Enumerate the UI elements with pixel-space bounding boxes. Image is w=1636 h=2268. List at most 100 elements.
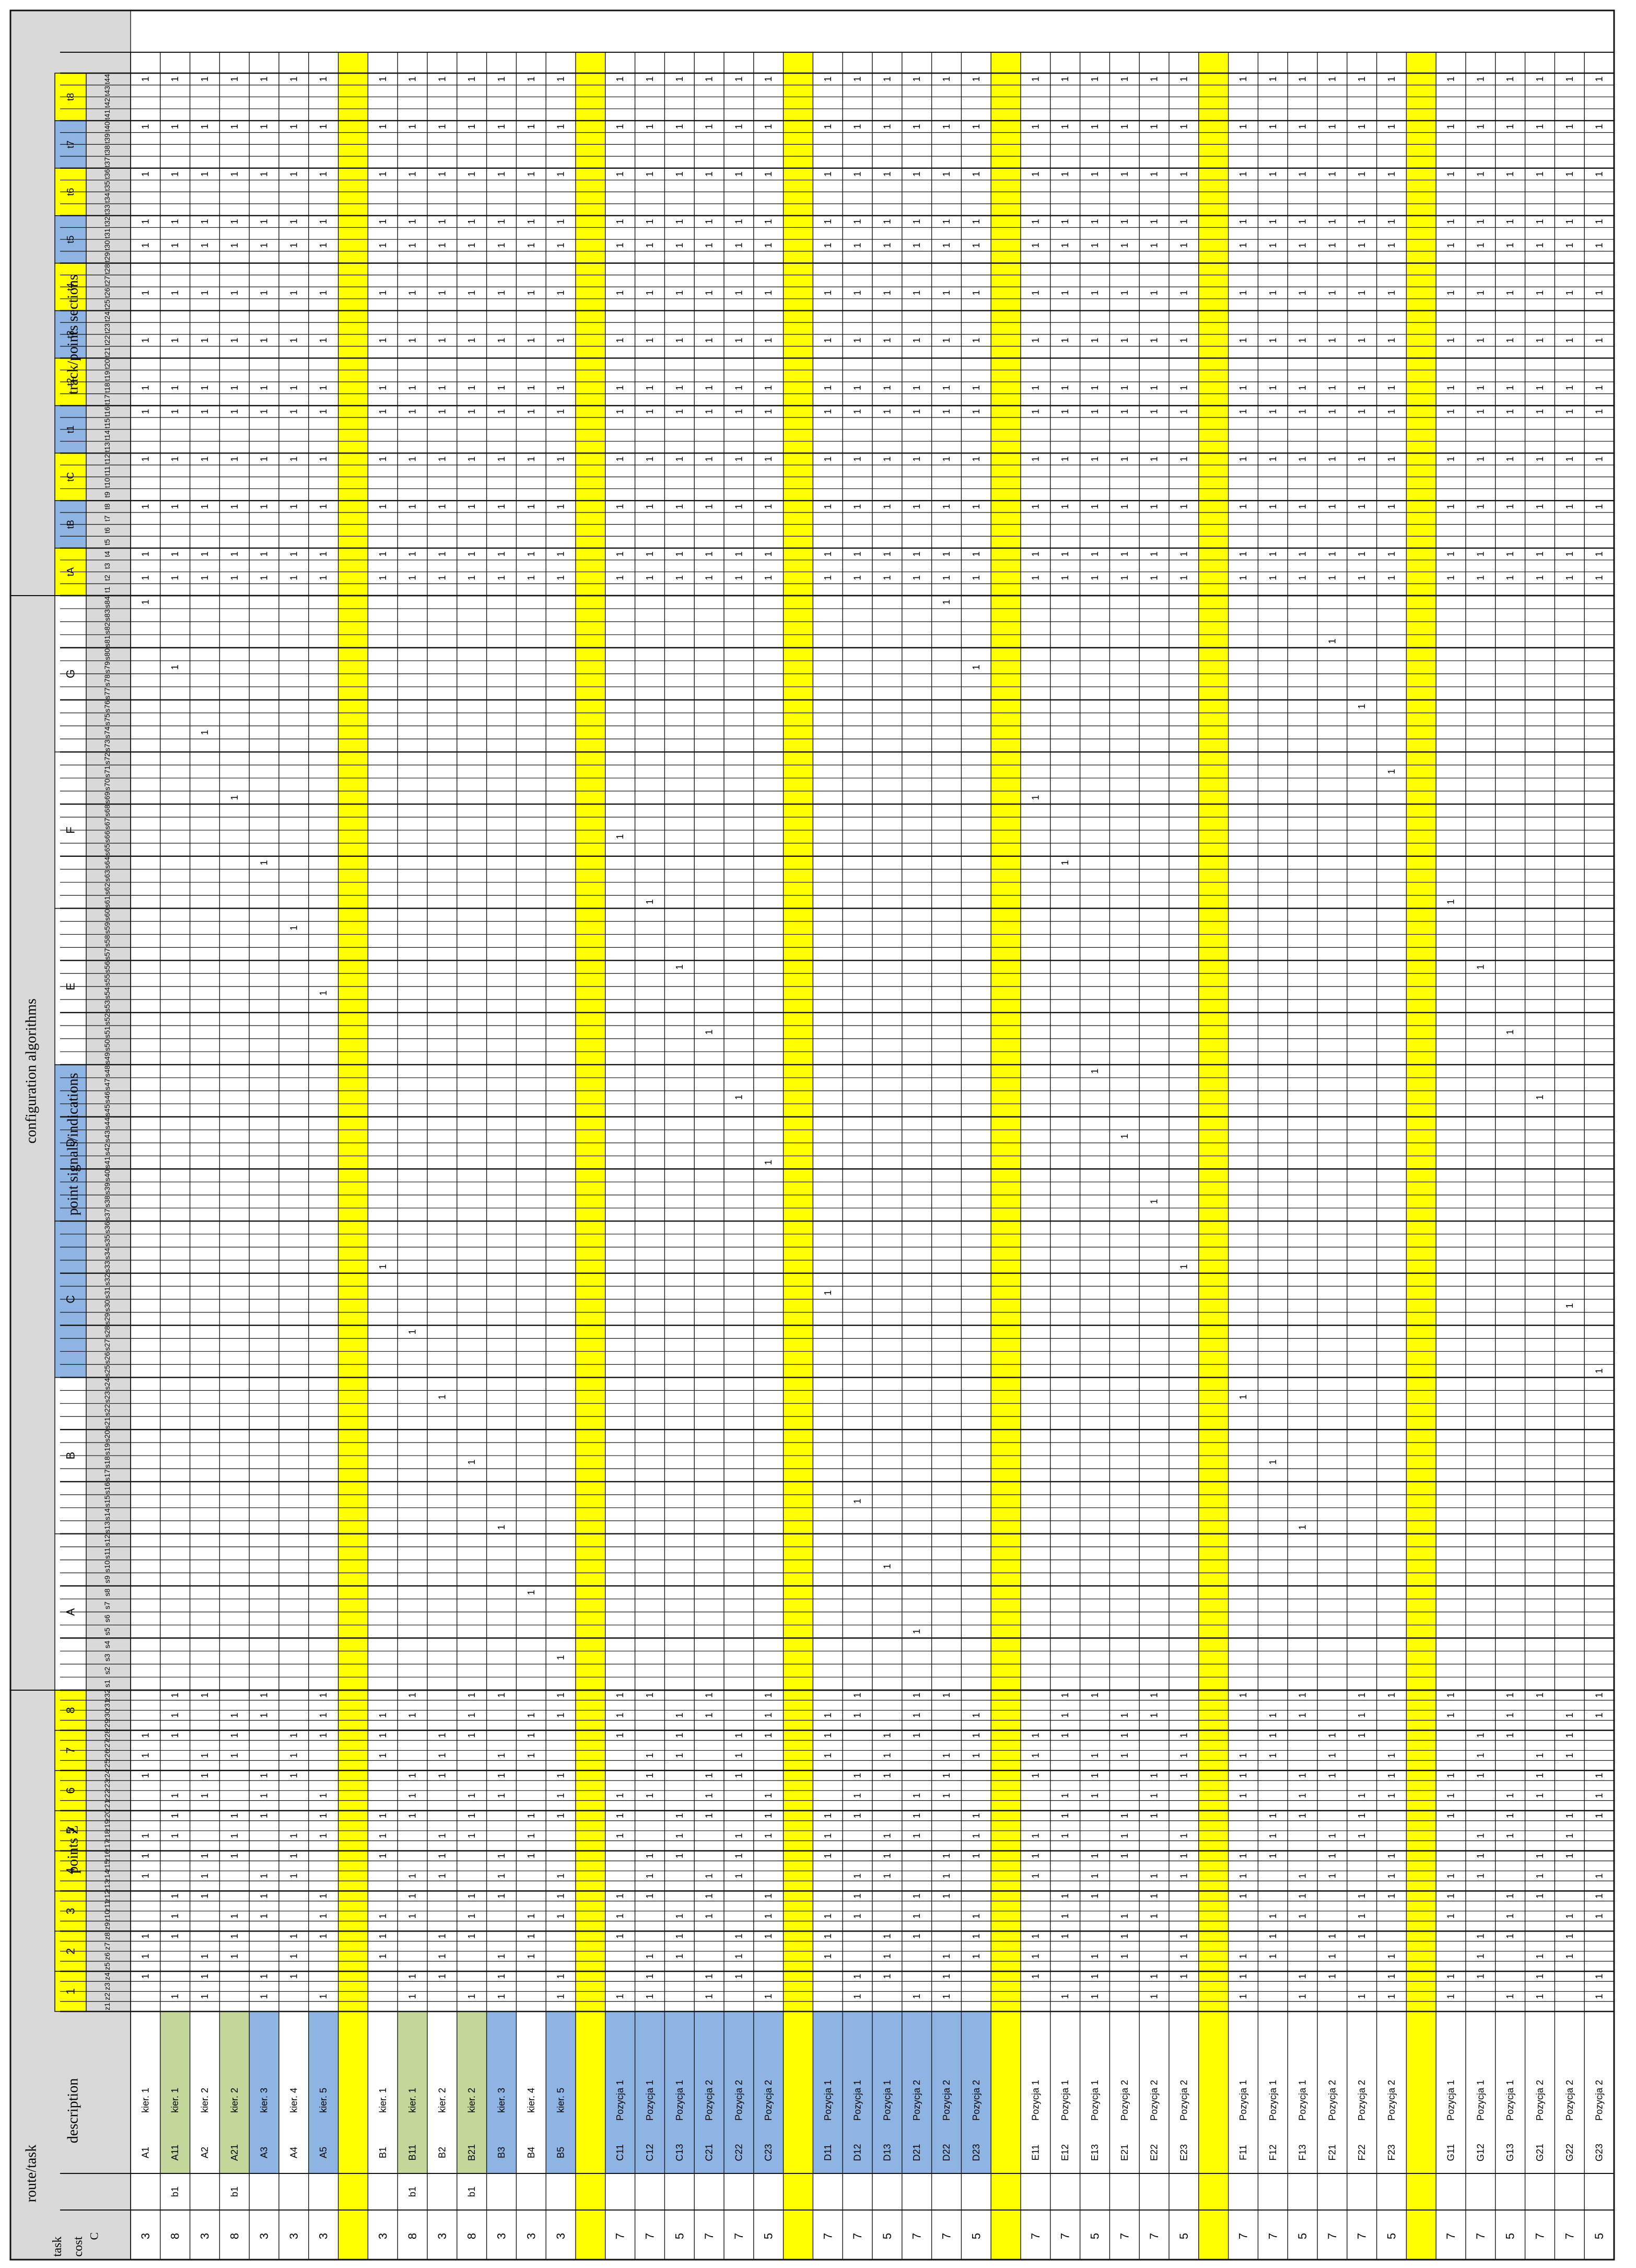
track-header: track/points sections [65, 274, 81, 394]
cell-value-one: 1 [140, 76, 150, 82]
cell-value-one: 1 [615, 551, 625, 556]
cell-value-one: 1 [1030, 171, 1041, 177]
cell-value-one: 1 [1060, 124, 1070, 129]
cell-value-one: 1 [704, 457, 715, 462]
cell-value-one: 1 [526, 1713, 536, 1718]
cell-value-one: 1 [318, 385, 329, 390]
cell-value-one: 1 [1327, 1833, 1337, 1839]
cell-value-one: 1 [1119, 290, 1130, 295]
cell-value-one: 1 [1178, 1853, 1189, 1858]
cell-value-one: 1 [1149, 290, 1160, 295]
cell-value-one: 1 [407, 243, 418, 248]
cell-value-one: 1 [496, 1874, 507, 1879]
column-label: z22 [103, 1789, 111, 1801]
cell-value-one: 1 [1298, 76, 1308, 82]
cell-value-one: 1 [704, 575, 715, 580]
cell-value-one: 1 [437, 338, 447, 343]
cell-value-one: 1 [1475, 219, 1486, 224]
cell-value-one: 1 [1357, 1793, 1367, 1798]
column-label: t36 [103, 169, 111, 179]
cell-value-one: 1 [823, 1953, 833, 1959]
cell-value-one: 1 [1060, 76, 1070, 82]
cell-value-one: 1 [1386, 1874, 1397, 1879]
cell-value-one: 1 [941, 1953, 952, 1959]
cell-value-one: 1 [1298, 1893, 1308, 1899]
cell-value-one: 1 [496, 1693, 507, 1698]
column-label: s73 [103, 739, 111, 751]
column-label: z18 [103, 1830, 111, 1842]
column-label: s43 [103, 1131, 111, 1143]
row-code: E22 [1149, 2144, 1160, 2161]
track-group-label: t1 [65, 425, 76, 433]
cell-value-one: 1 [170, 504, 180, 509]
cell-value-one: 1 [1327, 409, 1337, 414]
column-label: t11 [103, 466, 111, 476]
column-label: s13 [103, 1521, 111, 1533]
column-label: s11 [103, 1548, 111, 1559]
cell-value-one: 1 [1505, 457, 1515, 462]
cell-value-one: 1 [1060, 1893, 1070, 1899]
cell-value-one: 1 [437, 504, 447, 509]
row-description: kier. 5 [318, 2088, 329, 2113]
row-cost: 3 [258, 2233, 271, 2239]
cell-value-one: 1 [1060, 1732, 1070, 1738]
cell-value-one: 1 [526, 1934, 536, 1939]
cell-value-one: 1 [437, 409, 447, 414]
cell-value-one: 1 [912, 124, 922, 129]
cell-value-one: 1 [1238, 551, 1248, 556]
cell-value-one: 1 [496, 243, 507, 248]
cell-value-one: 1 [971, 409, 981, 414]
cell-value-one: 1 [526, 1853, 536, 1858]
cell-value-one: 1 [1357, 1994, 1367, 1999]
column-label: s57 [103, 948, 111, 960]
column-label: s67 [103, 818, 111, 830]
cell-value-one: 1 [645, 1753, 655, 1758]
cell-value-one: 1 [912, 1994, 922, 1999]
row-description: kier. 1 [170, 2088, 180, 2113]
cell-value-one: 1 [1268, 1934, 1278, 1939]
cell-value-one: 1 [1386, 76, 1397, 82]
cell-value-one: 1 [1030, 457, 1041, 462]
cell-value-one: 1 [170, 1713, 180, 1718]
cell-value-one: 1 [1149, 1693, 1160, 1698]
cell-value-one: 1 [1594, 504, 1605, 509]
row-code: B3 [496, 2147, 507, 2158]
column-label: z29 [103, 1719, 111, 1731]
column-label: s37 [103, 1208, 111, 1220]
cell-value-one: 1 [526, 1590, 536, 1595]
cell-value-one: 1 [437, 1732, 447, 1738]
cell-value-one: 1 [378, 1853, 388, 1858]
cell-value-one: 1 [912, 76, 922, 82]
cell-value-one: 1 [1090, 551, 1100, 556]
cell-value-one: 1 [971, 338, 981, 343]
cell-value-one: 1 [229, 171, 240, 177]
cell-value-one: 1 [378, 219, 388, 224]
cell-value-one: 1 [170, 290, 180, 295]
cell-value-one: 1 [733, 1874, 744, 1879]
cell-value-one: 1 [704, 1713, 715, 1718]
cell-value-one: 1 [1268, 385, 1278, 390]
cell-value-one: 1 [1594, 1974, 1605, 1979]
cell-value-one: 1 [229, 1853, 240, 1858]
cell-value-one: 1 [823, 1713, 833, 1718]
cell-value-one: 1 [496, 504, 507, 509]
cell-value-one: 1 [259, 124, 270, 129]
row-code: E21 [1119, 2144, 1130, 2161]
cell-value-one: 1 [170, 171, 180, 177]
column-label: s79 [103, 661, 111, 673]
cell-value-one: 1 [615, 1793, 625, 1798]
task-header: task [51, 2237, 64, 2257]
cell-value-one: 1 [704, 409, 715, 414]
cell-value-one: 1 [288, 338, 299, 343]
cell-value-one: 1 [763, 1713, 774, 1718]
cell-value-one: 1 [170, 1813, 180, 1818]
cell-value-one: 1 [1090, 171, 1100, 177]
cell-value-one: 1 [318, 1833, 329, 1839]
cell-value-one: 1 [1327, 1853, 1337, 1858]
cell-value-one: 1 [1268, 1713, 1278, 1718]
cell-value-one: 1 [763, 551, 774, 556]
cell-value-one: 1 [615, 171, 625, 177]
cell-value-one: 1 [1149, 1893, 1160, 1899]
cell-value-one: 1 [1149, 1913, 1160, 1918]
cell-value-one: 1 [378, 76, 388, 82]
